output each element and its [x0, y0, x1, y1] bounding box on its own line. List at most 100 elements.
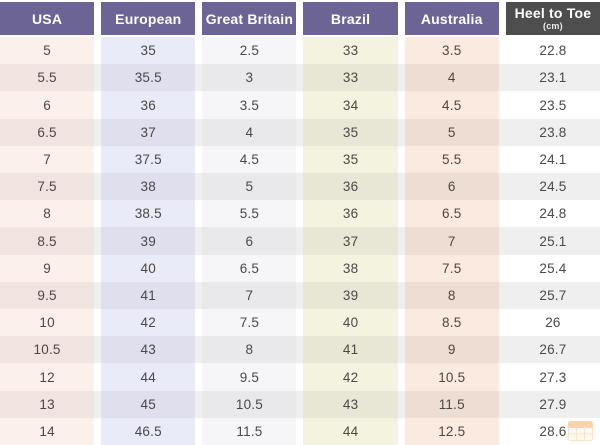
table-cell: 6.5 — [0, 118, 95, 146]
header-sublabel-cm: (cm) — [543, 21, 563, 31]
table-cell: 23.1 — [505, 64, 600, 92]
table-row: 7.5 38 5 36 6 24.5 — [0, 173, 600, 201]
table-cell: 26 — [505, 309, 600, 337]
table-row: 8.5 39 6 37 7 25.1 — [0, 227, 600, 255]
table-cell: 5.5 — [0, 64, 95, 92]
table-cell: 39 — [101, 227, 196, 255]
table-cell: 4.5 — [202, 145, 297, 174]
table-cell: 46.5 — [101, 417, 196, 445]
table-cell: 26.7 — [505, 336, 600, 364]
header-label: Heel to Toe — [514, 5, 592, 21]
table-cell: 4.5 — [404, 91, 499, 119]
table-cell: 39 — [303, 281, 398, 310]
table-cell: 4 — [404, 64, 499, 92]
table-cell: 35 — [101, 37, 196, 65]
table-row: 6.5 37 4 35 5 23.8 — [0, 118, 600, 146]
table-cell: 38 — [101, 173, 196, 201]
table-cell: 12 — [0, 363, 95, 391]
table-cell: 37 — [303, 227, 398, 255]
table-row: 6 36 3.5 34 4.5 23.5 — [0, 91, 600, 119]
table-row: 12 44 9.5 42 10.5 27.3 — [0, 363, 600, 391]
header-label: Great Britain — [205, 10, 294, 27]
header-label: USA — [31, 10, 63, 27]
table-cell: 28.6 — [505, 417, 600, 445]
table-row: 13 45 10.5 43 11.5 27.9 — [0, 390, 600, 418]
table-row: 9 40 6.5 38 7.5 25.4 — [0, 254, 600, 282]
table-cell: 45 — [101, 390, 196, 418]
table-cell: 10.5 — [0, 336, 95, 364]
header-cell-heel-to-toe: Heel to Toe (cm) — [505, 2, 600, 35]
table-cell: 27.9 — [505, 390, 600, 418]
header-cell-brazil: Brazil — [303, 2, 398, 35]
table-cell: 8.5 — [404, 309, 499, 337]
table-cell: 40 — [101, 254, 196, 282]
table-cell: 43 — [303, 390, 398, 418]
table-cell: 6 — [202, 227, 297, 255]
table-cell: 22.8 — [505, 37, 600, 65]
table-cell: 8 — [0, 200, 95, 228]
table-cell: 4 — [202, 118, 297, 146]
table-cell: 27.3 — [505, 363, 600, 391]
table-cell: 10.5 — [404, 363, 499, 391]
table-cell: 3.5 — [202, 91, 297, 119]
table-cell: 7 — [404, 227, 499, 255]
table-cell: 25.4 — [505, 254, 600, 282]
table-cell: 24.1 — [505, 145, 600, 174]
table-header-row: USA European Great Britain Brazil Austra… — [0, 2, 600, 35]
table-cell: 25.1 — [505, 227, 600, 255]
table-cell: 11.5 — [202, 417, 297, 445]
table-cell: 10.5 — [202, 390, 297, 418]
table-row: 9.5 41 7 39 8 25.7 — [0, 281, 600, 310]
table-cell: 44 — [101, 363, 196, 391]
table-body: 5 35 2.5 33 3.5 22.8 5.5 35.5 3 33 4 23.1 6 36 3.5 34 4.… — [0, 37, 600, 445]
table-cell: 5.5 — [404, 145, 499, 174]
table-cell: 11.5 — [404, 390, 499, 418]
table-row: 5 35 2.5 33 3.5 22.8 — [0, 37, 600, 65]
table-cell: 2.5 — [202, 37, 297, 65]
table-cell: 35.5 — [101, 64, 196, 92]
table-cell: 7.5 — [202, 309, 297, 337]
table-cell: 7 — [202, 281, 297, 310]
table-cell: 5 — [404, 118, 499, 146]
table-cell: 38.5 — [101, 200, 196, 228]
table-cell: 41 — [101, 281, 196, 310]
table-cell: 36 — [101, 91, 196, 119]
table-cell: 9 — [404, 336, 499, 364]
table-row: 10 42 7.5 40 8.5 26 — [0, 309, 600, 337]
header-cell-european: European — [101, 2, 196, 35]
table-row: 14 46.5 11.5 44 12.5 28.6 — [0, 417, 600, 445]
header-label: European — [115, 10, 182, 27]
table-cell: 23.5 — [505, 91, 600, 119]
table-cell: 6 — [0, 91, 95, 119]
table-cell: 9.5 — [202, 363, 297, 391]
table-cell: 10 — [0, 309, 95, 337]
table-cell: 36 — [303, 200, 398, 228]
table-row: 10.5 43 8 41 9 26.7 — [0, 336, 600, 364]
table-cell: 12.5 — [404, 417, 499, 445]
header-cell-great-britain: Great Britain — [202, 2, 297, 35]
header-cell-australia: Australia — [404, 2, 499, 35]
table-grid-icon — [568, 421, 593, 441]
table-cell: 6 — [404, 173, 499, 201]
table-cell: 7.5 — [404, 254, 499, 282]
table-cell: 13 — [0, 390, 95, 418]
table-cell: 6.5 — [202, 254, 297, 282]
table-cell: 9 — [0, 254, 95, 282]
table-cell: 5 — [0, 37, 95, 65]
table-cell: 3.5 — [404, 37, 499, 65]
table-cell: 43 — [101, 336, 196, 364]
table-cell: 40 — [303, 309, 398, 337]
table-cell: 8 — [404, 281, 499, 310]
table-cell: 35 — [303, 118, 398, 146]
table-cell: 37.5 — [101, 145, 196, 174]
table-cell: 33 — [303, 37, 398, 65]
table-cell: 5.5 — [202, 200, 297, 228]
header-cell-usa: USA — [0, 2, 95, 35]
table-cell: 42 — [101, 309, 196, 337]
table-cell: 33 — [303, 64, 398, 92]
table-cell: 24.8 — [505, 200, 600, 228]
table-cell: 25.7 — [505, 281, 600, 310]
table-cell: 36 — [303, 173, 398, 201]
header-label: Australia — [420, 10, 483, 27]
